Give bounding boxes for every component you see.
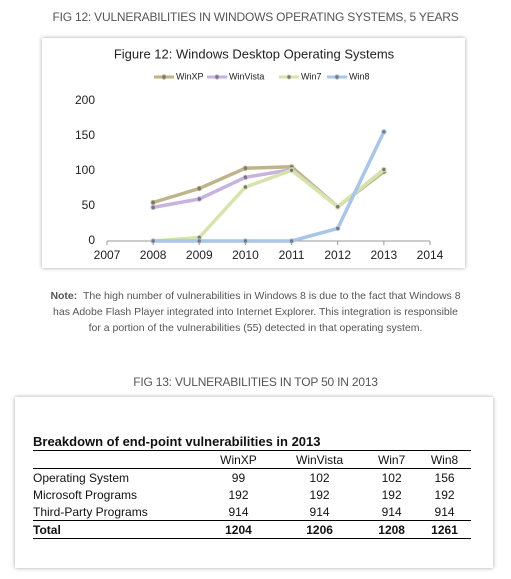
table-box: Breakdown of end-point vulnerabilities i…	[15, 397, 493, 568]
row-label: Microsoft Programs	[33, 487, 138, 502]
table-cell: 914	[228, 504, 249, 519]
x-tick-label: 2009	[186, 248, 213, 262]
table-cell: 1261	[418, 520, 471, 539]
row-label: Third-Party Programs	[33, 504, 148, 519]
chart-title: Figure 12: Windows Desktop Operating Sys…	[114, 46, 395, 61]
legend-marker	[161, 74, 167, 80]
table-cell: 156	[418, 468, 471, 486]
y-tick-label: 150	[75, 128, 95, 142]
legend-label: Win7	[301, 71, 322, 81]
header-cell	[33, 451, 203, 469]
column-header: Win8	[430, 452, 459, 467]
chart-box: Figure 12: Windows Desktop Operating Sys…	[42, 38, 465, 268]
series-marker	[196, 238, 202, 244]
series-marker	[335, 204, 341, 210]
table-cell: 1208	[365, 520, 419, 539]
column-header: Win7	[377, 452, 406, 467]
series-marker	[150, 199, 156, 206]
figure-caption: FIG 13: VULNERABILITIES IN TOP 50 IN 201…	[133, 375, 378, 389]
table-cell: 192	[381, 487, 402, 502]
x-tick-label: 2011	[279, 248, 305, 262]
table-row: Microsoft Programs 192 192 192 192	[33, 486, 471, 503]
y-tick-label: 50	[82, 198, 96, 212]
x-tick-label: 2007	[94, 248, 121, 262]
legend-marker	[286, 74, 292, 80]
x-tick-label: 2008	[140, 248, 167, 262]
note: Note: The high number of vulnerabilities…	[48, 288, 463, 336]
table-cell: 1204	[203, 520, 274, 539]
column-header: WinXP	[220, 452, 257, 467]
table-cell: 192	[309, 487, 330, 502]
series-line	[153, 168, 385, 243]
series-marker	[242, 238, 249, 244]
series-marker	[381, 129, 387, 135]
x-tick-label: 2012	[324, 248, 351, 262]
row-label: Operating System	[33, 468, 203, 486]
series-marker	[242, 184, 249, 190]
legend-label: Win8	[349, 71, 370, 81]
note-label: Note:	[50, 290, 78, 302]
series-marker	[288, 238, 295, 244]
y-tick-label: 200	[75, 93, 95, 107]
series-marker	[150, 238, 156, 244]
legend-marker	[214, 74, 220, 80]
series-marker	[196, 185, 202, 192]
legend-label: WinXP	[176, 71, 204, 81]
x-tick-label: 2010	[232, 248, 259, 262]
table-cell: 914	[434, 504, 455, 519]
series-marker	[196, 196, 202, 202]
table-title-row: Breakdown of end-point vulnerabilities i…	[33, 433, 471, 451]
table-header-row: WinXP WinVista Win7 Win8	[33, 451, 471, 469]
series-marker	[242, 174, 249, 181]
table-cell: 192	[228, 487, 249, 502]
table-cell: 102	[365, 468, 419, 486]
y-tick-label: 0	[88, 233, 95, 247]
table-row: Operating System 99 102 102 156	[33, 468, 471, 486]
table: Breakdown of end-point vulnerabilities i…	[33, 433, 471, 539]
table-cell: 102	[273, 468, 366, 486]
table-cell: 99	[203, 468, 274, 486]
table-cell: 914	[309, 504, 330, 519]
table-title: Breakdown of end-point vulnerabilities i…	[33, 433, 471, 451]
table-cell: 1206	[273, 520, 366, 539]
series-marker	[150, 204, 156, 211]
y-tick-label: 100	[75, 163, 95, 177]
table-cell: 192	[434, 487, 455, 502]
table-cell: 914	[381, 504, 402, 519]
x-tick-label: 2013	[371, 248, 398, 262]
legend-label: WinVista	[229, 71, 264, 81]
table-row: Total 1204 1206 1208 1261	[33, 520, 471, 539]
column-header: WinVista	[296, 452, 344, 467]
legend-marker	[334, 74, 340, 80]
table-row: Third-Party Programs 914 914 914 914	[33, 503, 471, 521]
series-line	[153, 131, 386, 243]
series-marker	[242, 165, 249, 171]
chart: Figure 12: Windows Desktop Operating Sys…	[75, 46, 444, 262]
series-marker	[381, 166, 387, 173]
figure-caption: FIG 12: VULNERABILITIES IN WINDOWS OPERA…	[52, 10, 459, 24]
x-tick-label: 2014	[417, 248, 444, 262]
row-label: Total	[33, 520, 203, 539]
series-marker	[335, 225, 341, 232]
note-text: The high number of vulnerabilities in Wi…	[53, 290, 461, 334]
series-marker	[288, 167, 295, 174]
